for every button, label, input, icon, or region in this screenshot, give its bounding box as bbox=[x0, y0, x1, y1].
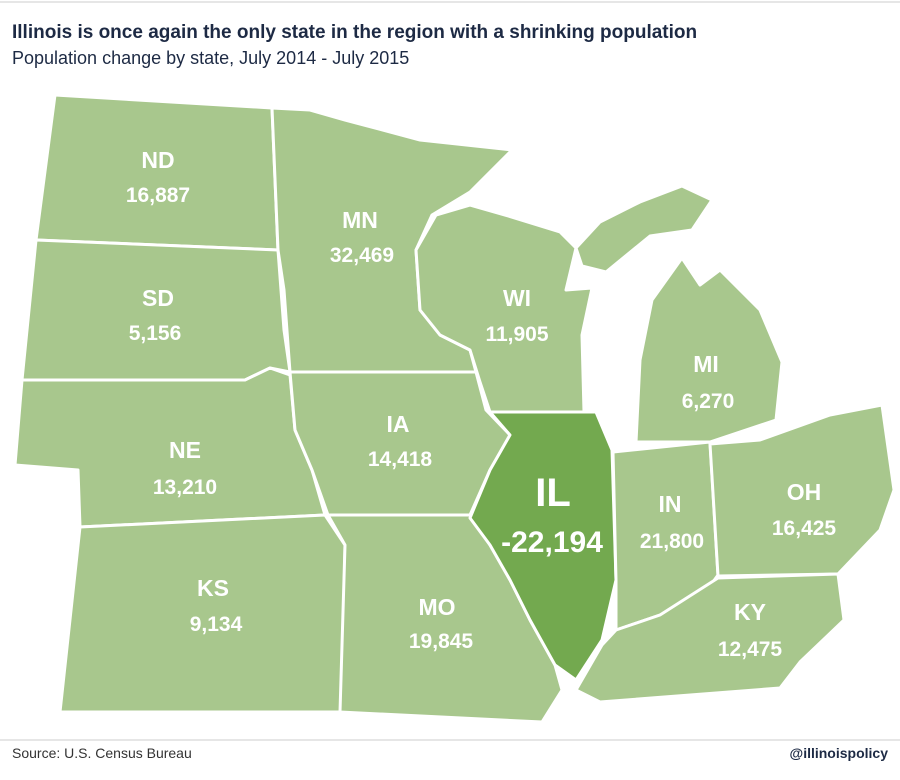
state-abbr: MO bbox=[418, 594, 455, 620]
state-value: 16,425 bbox=[772, 517, 837, 540]
state-value: 6,270 bbox=[682, 390, 735, 413]
state-abbr: OH bbox=[787, 479, 822, 505]
state-value: 11,905 bbox=[485, 323, 548, 346]
state-ia bbox=[288, 370, 512, 517]
state-mi-lower bbox=[634, 256, 784, 444]
source: Source: U.S. Census Bureau bbox=[12, 745, 192, 761]
state-value: 13,210 bbox=[153, 476, 217, 499]
states bbox=[13, 93, 896, 724]
state-abbr: KY bbox=[734, 599, 766, 625]
state-abbr: IL bbox=[535, 471, 571, 515]
labels: ND 16,887 SD 5,156 NE 13,210 KS 9,134 MN… bbox=[126, 147, 837, 661]
state-abbr: IN bbox=[659, 491, 682, 517]
state-value: 14,418 bbox=[368, 448, 433, 471]
state-abbr: WI bbox=[503, 285, 531, 311]
state-abbr: IA bbox=[387, 411, 410, 437]
state-value: 9,134 bbox=[190, 613, 243, 636]
state-abbr: KS bbox=[197, 575, 229, 601]
state-value: 16,887 bbox=[126, 184, 190, 207]
title: Illinois is once again the only state in… bbox=[12, 22, 697, 43]
state-value: -22,194 bbox=[501, 526, 603, 559]
state-mi-upper bbox=[574, 184, 714, 274]
handle: @illinoispolicy bbox=[790, 745, 889, 761]
state-abbr: MN bbox=[342, 207, 378, 233]
state-value: 5,156 bbox=[129, 322, 182, 345]
state-value: 12,475 bbox=[718, 638, 783, 661]
state-wi bbox=[414, 203, 594, 414]
state-ky bbox=[574, 572, 846, 704]
state-value: 32,469 bbox=[330, 244, 394, 267]
state-abbr: ND bbox=[141, 147, 174, 173]
subtitle: Population change by state, July 2014 - … bbox=[12, 48, 409, 68]
state-abbr: SD bbox=[142, 285, 174, 311]
state-value: 21,800 bbox=[640, 530, 704, 553]
state-abbr: NE bbox=[169, 437, 201, 463]
state-value: 19,845 bbox=[409, 630, 474, 653]
state-abbr: MI bbox=[693, 351, 719, 377]
